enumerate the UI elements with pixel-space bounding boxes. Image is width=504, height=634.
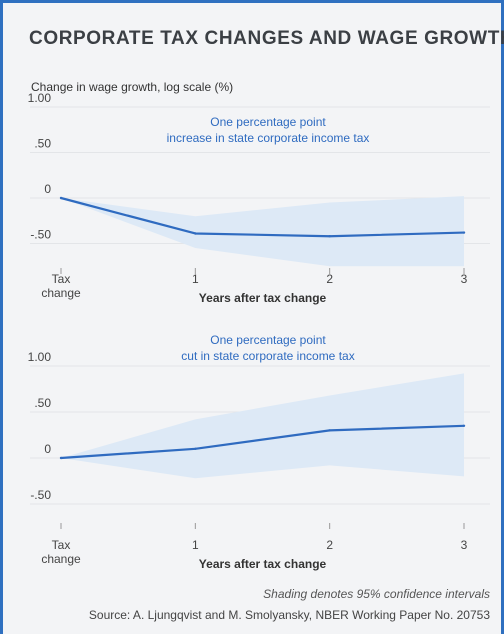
y-axis-label: Change in wage growth, log scale (%) — [31, 80, 234, 94]
annotation-1-line-2: increase in state corporate income tax — [167, 131, 370, 145]
annotation-2-line-1: One percentage point — [210, 333, 326, 347]
x-tick-label-1-1: Tax change — [41, 272, 81, 300]
x-tick-label-2-1: Tax change — [41, 538, 81, 566]
x-axis-label-1: Years after tax change — [199, 291, 327, 305]
annotation-1-line-1: One percentage point — [210, 115, 326, 129]
y-tick-label-2-2: .50 — [34, 396, 51, 410]
data-point-2-2 — [194, 447, 197, 450]
data-point-1-4 — [462, 231, 466, 234]
chart-title: CORPORATE TAX CHANGES AND WAGE GROWTH — [29, 28, 504, 49]
data-point-1-2 — [194, 232, 197, 235]
y-tick-label-2-1: 1.00 — [28, 350, 52, 364]
data-point-1-3 — [328, 235, 331, 238]
x-tick-label-2-2: 1 — [192, 538, 199, 552]
x-axis-label-2: Years after tax change — [199, 557, 327, 571]
annotation-2-line-2: cut in state corporate income tax — [181, 349, 354, 363]
x-tick-label-1-3: 2 — [326, 272, 333, 286]
confidence-band-1 — [61, 196, 464, 267]
data-point-2-3 — [328, 429, 331, 432]
confidence-note: Shading denotes 95% confidence intervals — [263, 587, 490, 601]
x-tick-label-2-3: 2 — [326, 538, 333, 552]
source-credit: Source: A. Ljungqvist and M. Smolyansky,… — [88, 608, 490, 622]
y-tick-label-1-2: .50 — [34, 137, 51, 151]
x-tick-label-1-4: 3 — [461, 272, 468, 286]
x-tick-label-1-2: 1 — [192, 272, 199, 286]
series-line-1 — [60, 196, 465, 238]
y-tick-label-2-4: -.50 — [30, 488, 51, 502]
confidence-band-2 — [61, 373, 464, 479]
data-point-1-1 — [59, 196, 63, 200]
data-point-2-1 — [59, 456, 63, 460]
y-tick-label-1-3: 0 — [44, 182, 51, 196]
y-tick-label-1-1: 1.00 — [28, 91, 52, 105]
x-tick-label-2-4: 3 — [461, 538, 468, 552]
data-point-2-4 — [462, 424, 466, 427]
y-tick-label-2-3: 0 — [44, 442, 51, 456]
y-tick-label-1-4: -.50 — [30, 228, 51, 242]
series-line-2 — [60, 424, 465, 460]
